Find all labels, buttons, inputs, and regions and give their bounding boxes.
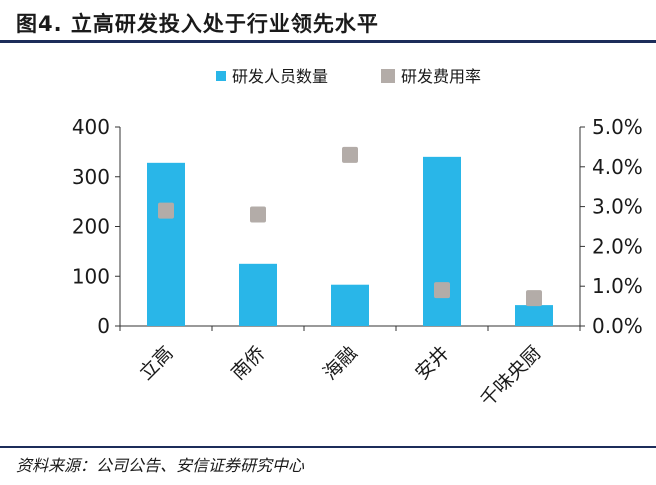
marker-南侨 bbox=[250, 206, 266, 223]
y-right-tick-label: 4.0% bbox=[592, 155, 643, 179]
legend-swatch-marker bbox=[381, 69, 395, 83]
x-tick-label: 南侨 bbox=[227, 342, 269, 384]
y-left-tick-label: 300 bbox=[72, 165, 110, 189]
bar-安井 bbox=[423, 156, 461, 326]
chart-title: 图4. 立高研发投入处于行业领先水平 bbox=[16, 12, 379, 36]
y-left-tick-label: 200 bbox=[72, 215, 110, 239]
x-tick-label: 海融 bbox=[319, 342, 361, 384]
legend-label-bar: 研发人员数量 bbox=[232, 67, 328, 86]
y-right-tick-label: 1.0% bbox=[592, 274, 643, 298]
legend: 研发人员数量 研发费用率 bbox=[216, 67, 481, 86]
x-tick-label: 立高 bbox=[135, 342, 177, 384]
bar-南侨 bbox=[239, 263, 277, 326]
y-left-tick-label: 400 bbox=[72, 115, 110, 139]
source-note: 资料来源：公司公告、安信证券研究中心 bbox=[16, 456, 305, 475]
chart-area: 研发人员数量 研发费用率 0 100 200 300 400 0.0% 1.0% 2.0% 3.… bbox=[72, 67, 643, 411]
y-left-tick-label: 100 bbox=[72, 264, 110, 288]
y-right-tick-label: 0.0% bbox=[592, 314, 643, 338]
y-right-tick-label: 2.0% bbox=[592, 234, 643, 258]
source-divider bbox=[0, 446, 656, 448]
y-right-tick-label: 5.0% bbox=[592, 115, 643, 139]
y-right-tick-label: 3.0% bbox=[592, 195, 643, 219]
marker-千味央厨 bbox=[526, 290, 542, 307]
marker-安井 bbox=[434, 282, 450, 299]
title-divider bbox=[0, 40, 656, 43]
bar-海融 bbox=[331, 284, 369, 326]
marker-海融 bbox=[342, 146, 358, 163]
x-tick-label: 千味央厨 bbox=[476, 342, 545, 411]
x-tick-label: 安井 bbox=[411, 342, 453, 384]
bar-千味央厨 bbox=[515, 305, 553, 326]
marker-立高 bbox=[158, 202, 174, 219]
bar-立高 bbox=[147, 162, 185, 326]
legend-swatch-bar bbox=[216, 71, 226, 81]
y-left-tick-label: 0 bbox=[97, 314, 110, 338]
legend-label-marker: 研发费用率 bbox=[401, 67, 481, 86]
